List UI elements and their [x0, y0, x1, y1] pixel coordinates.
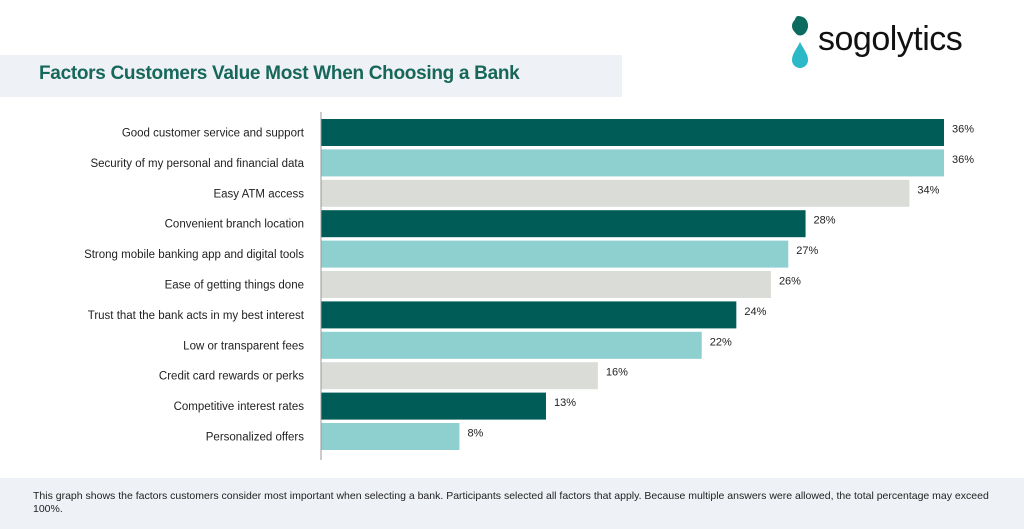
- logo-mark-icon: [792, 16, 808, 68]
- bar: [321, 423, 460, 450]
- bar: [321, 301, 737, 329]
- footer-note: This graph shows the factors customers c…: [33, 490, 989, 515]
- bar: [321, 362, 598, 390]
- value-label: 13%: [554, 397, 576, 409]
- category-label: Easy ATM access: [213, 188, 304, 200]
- logo-text: sogolytics: [818, 20, 963, 58]
- bar: [321, 149, 944, 177]
- bar: [321, 392, 546, 420]
- bar: [321, 271, 771, 298]
- value-label: 16%: [606, 367, 628, 379]
- value-label: 22%: [710, 336, 732, 348]
- bar-chart: Good customer service and support 36% Secu…: [84, 112, 974, 460]
- bar: [321, 179, 910, 207]
- category-label: Trust that the bank acts in my best inte…: [88, 310, 305, 322]
- bar: [321, 119, 944, 146]
- footer-note-box: This graph shows the factors customers c…: [0, 478, 1024, 529]
- category-label: Ease of getting things done: [165, 280, 304, 292]
- category-label: Convenient branch location: [165, 219, 304, 231]
- sogolytics-logo: sogolytics: [786, 14, 1006, 74]
- value-label: 8%: [467, 428, 483, 440]
- category-label: Good customer service and support: [122, 128, 305, 140]
- chart-title: Factors Customers Value Most When Choosi…: [39, 63, 520, 84]
- bar: [321, 331, 702, 359]
- category-label: Competitive interest rates: [174, 401, 305, 413]
- value-label: 28%: [814, 215, 836, 227]
- value-label: 36%: [952, 124, 974, 136]
- category-label: Personalized offers: [206, 432, 304, 444]
- value-label: 27%: [796, 245, 818, 257]
- value-label: 24%: [744, 306, 766, 318]
- bar: [321, 210, 806, 238]
- bar: [321, 240, 789, 268]
- value-label: 26%: [779, 276, 801, 288]
- title-banner: Factors Customers Value Most When Choosi…: [0, 55, 622, 97]
- category-label: Strong mobile banking app and digital to…: [84, 249, 304, 261]
- category-label: Low or transparent fees: [183, 340, 304, 352]
- category-label: Security of my personal and financial da…: [90, 158, 304, 170]
- category-label: Credit card rewards or perks: [159, 371, 304, 383]
- value-label: 34%: [917, 184, 939, 196]
- value-label: 36%: [952, 154, 974, 166]
